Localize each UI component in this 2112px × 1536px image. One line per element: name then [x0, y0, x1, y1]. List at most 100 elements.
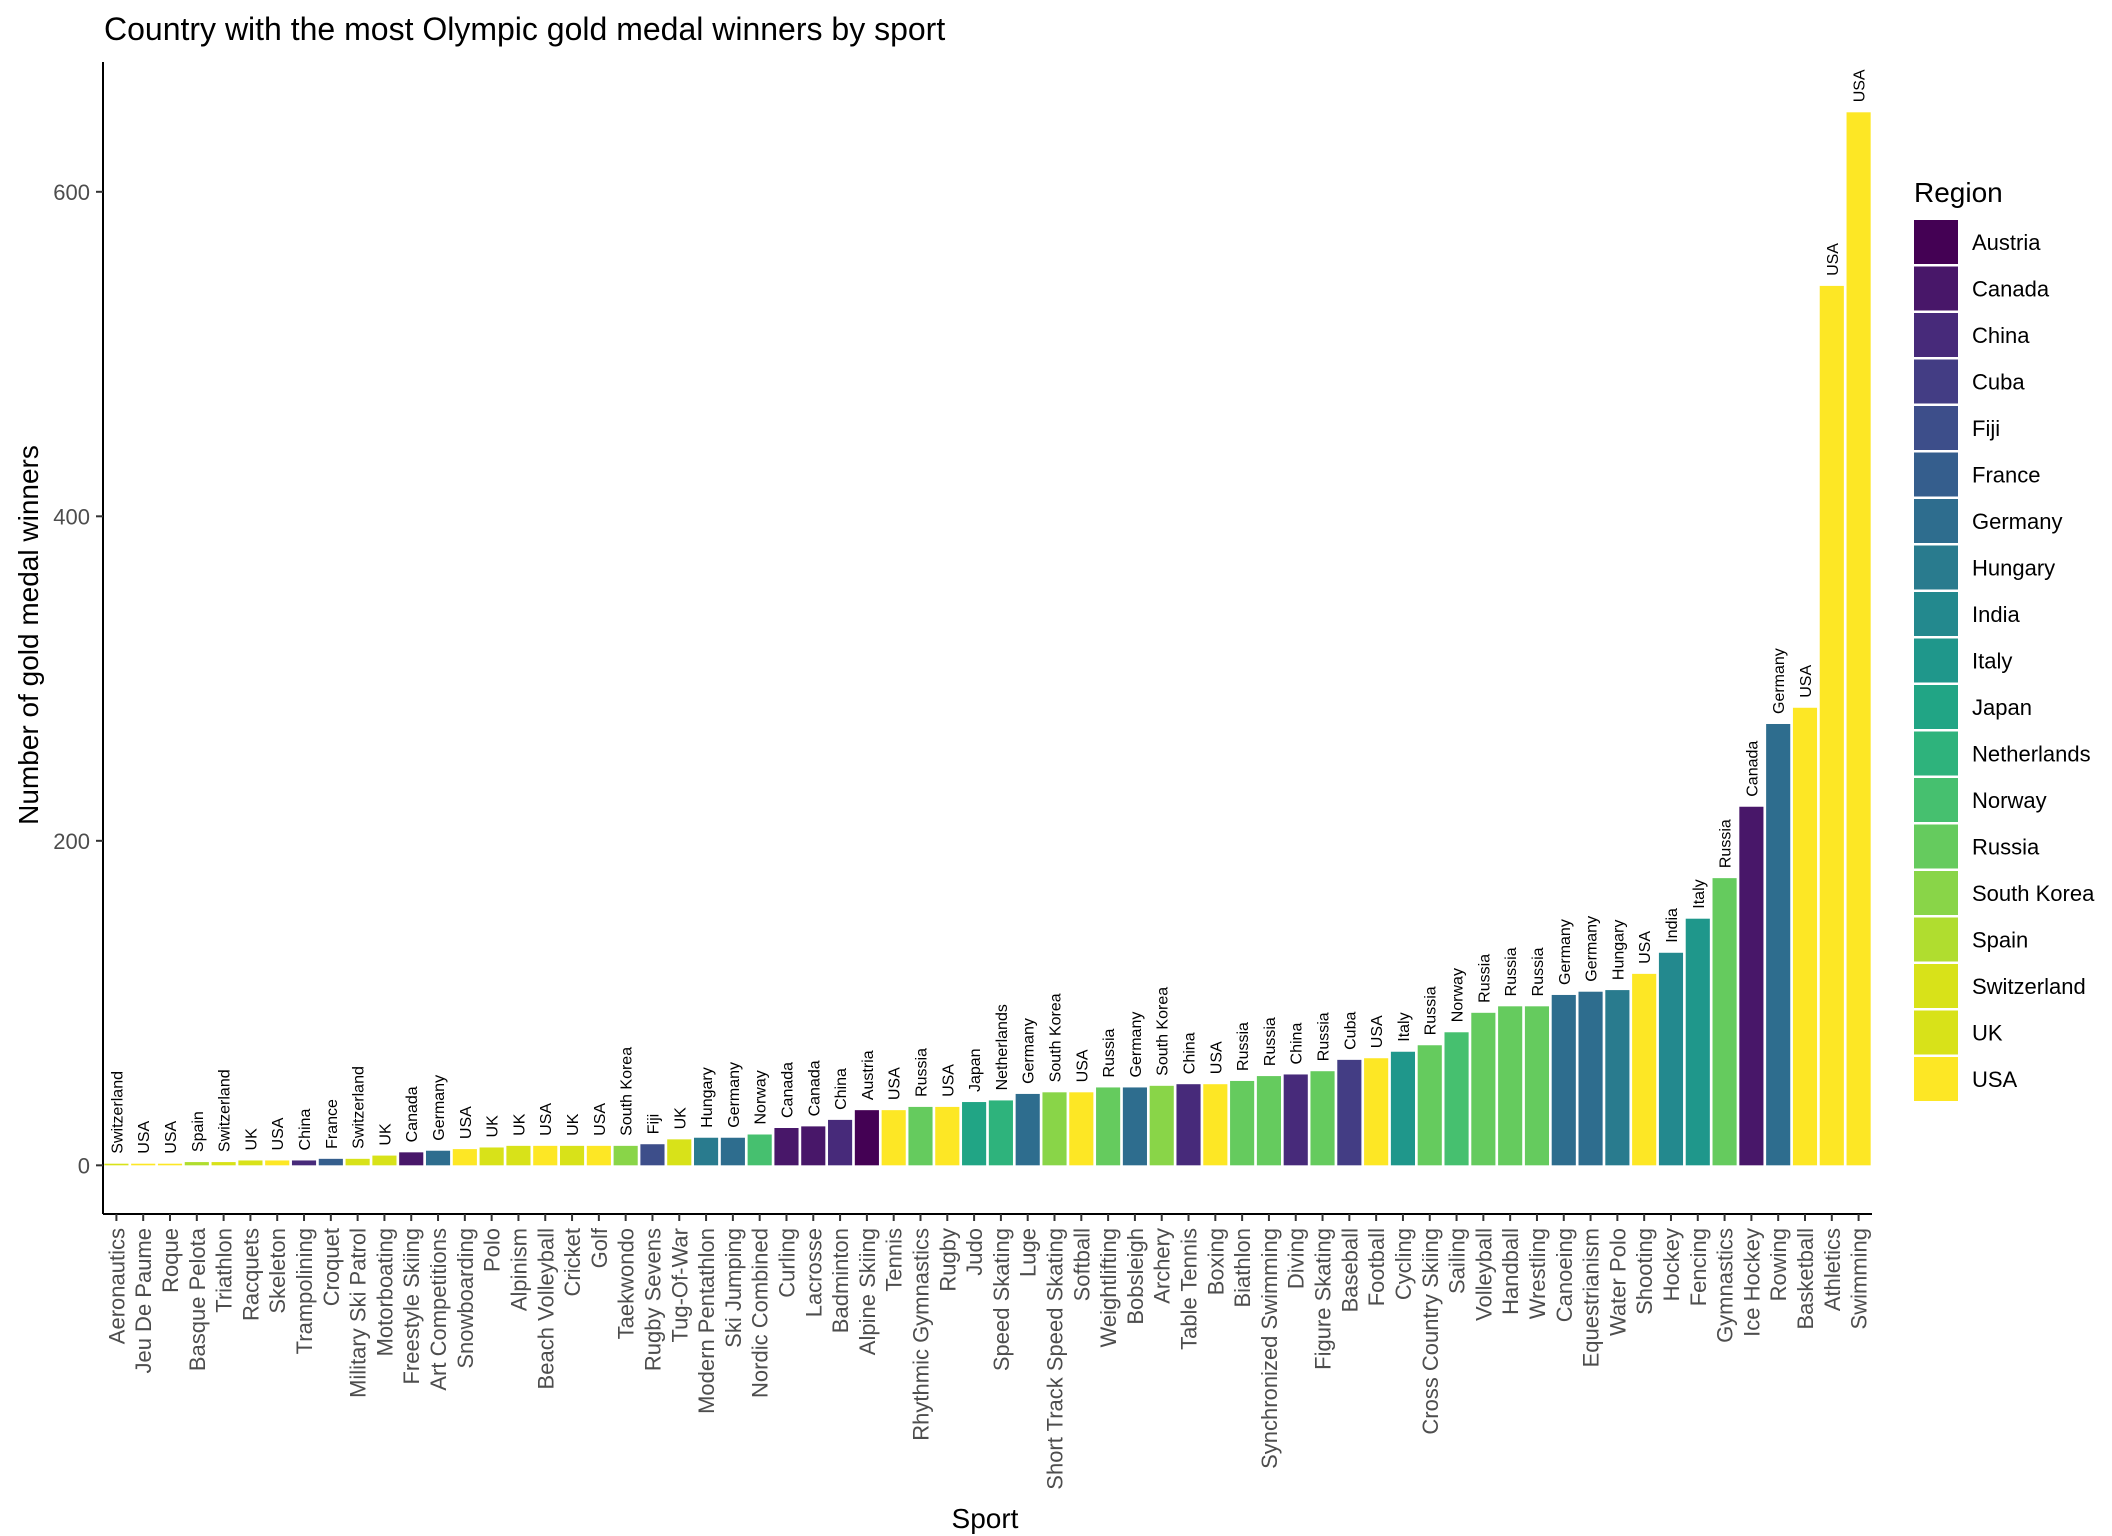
x-tick-label: Gymnastics [1713, 1228, 1738, 1343]
bar [425, 1150, 451, 1166]
x-tick-label: Triathlon [212, 1228, 237, 1313]
bar-region-label: Russia [1316, 1012, 1333, 1061]
legend-swatch [1914, 638, 1958, 683]
x-tick-label: Figure Skating [1311, 1228, 1336, 1370]
bar-region-label: UK [511, 1113, 528, 1136]
x-tick-label: Softball [1069, 1228, 1094, 1301]
bar [1310, 1071, 1335, 1166]
x-tick-label: Synchronized Swimming [1257, 1228, 1282, 1469]
bar-region-label: Russia [1476, 954, 1493, 1003]
bar-region-label: UK [377, 1123, 394, 1146]
bar [828, 1119, 853, 1166]
x-tick-label: Table Tennis [1177, 1228, 1202, 1350]
bar-region-label: China [1182, 1032, 1199, 1074]
legend-label: China [1972, 323, 2030, 348]
bar [1203, 1084, 1228, 1166]
legend-label: Canada [1972, 277, 2050, 302]
bar [291, 1160, 317, 1166]
bar-region-label: Russia [1235, 1022, 1252, 1071]
bar [586, 1145, 611, 1166]
bar [1739, 806, 1764, 1166]
legend-label: Italy [1972, 649, 2012, 674]
bar [1417, 1045, 1442, 1166]
bar-region-label: UK [485, 1115, 502, 1138]
x-tick-label: Golf [587, 1227, 612, 1268]
bar [640, 1144, 665, 1166]
bar [908, 1106, 933, 1166]
bar [854, 1110, 879, 1166]
bar-region-label: USA [1852, 69, 1869, 102]
legend-swatch [1914, 1057, 1958, 1101]
bar [667, 1139, 692, 1166]
bar [1712, 878, 1737, 1166]
x-tick-label: Trampolining [292, 1228, 317, 1354]
x-tick-label: Nordic Combined [748, 1228, 773, 1398]
x-tick-label: Aeronautics [104, 1228, 129, 1344]
bar-region-label: France [324, 1099, 341, 1149]
bar [559, 1145, 585, 1166]
legend-swatch [1914, 1010, 1958, 1055]
x-tick-label: Basque Pelota [185, 1227, 210, 1371]
bar-region-label: Italy [1691, 879, 1708, 908]
x-tick-label: Weightlifting [1096, 1228, 1121, 1347]
bar [1390, 1051, 1416, 1166]
bar-region-label: India [1664, 908, 1681, 943]
bar-region-label: Russia [913, 1048, 930, 1097]
bar-region-label: South Korea [1048, 993, 1065, 1082]
x-tick-label: Curling [774, 1228, 799, 1298]
bar-region-label: Spain [190, 1111, 207, 1152]
x-tick-label: Water Polo [1605, 1228, 1630, 1336]
x-axis-title: Sport [952, 1503, 1019, 1534]
legend-swatch [1914, 545, 1958, 590]
bar-region-label: Hungary [699, 1067, 716, 1127]
bar-region-label: Japan [967, 1048, 984, 1092]
x-tick-label: Bobsleigh [1123, 1228, 1148, 1325]
bar-region-label: South Korea [619, 1047, 636, 1136]
x-tick-label: Archery [1150, 1228, 1175, 1304]
bar [1578, 991, 1603, 1166]
bar-region-label: USA [270, 1117, 287, 1150]
bar-region-label: Norway [1450, 968, 1467, 1022]
bar-region-label: Russia [1718, 819, 1735, 868]
bar-region-label: USA [1074, 1049, 1091, 1082]
bar [1605, 990, 1630, 1166]
bar-region-label: USA [887, 1067, 904, 1100]
bar [506, 1145, 531, 1166]
y-axis: 0 200 400 600 [53, 62, 104, 1214]
bar-region-label: Austria [860, 1050, 877, 1100]
bar-region-label: USA [1825, 243, 1842, 276]
x-tick-label: Judo [962, 1228, 987, 1276]
legend-swatch [1914, 406, 1958, 450]
bar-region-label: Hungary [1610, 920, 1627, 980]
bar-labels-group: Switzerland USA USA Spain Switzerland UK USA Ch… [109, 69, 1868, 1154]
x-tick-label: Handball [1498, 1228, 1523, 1315]
x-tick-label: Racquets [238, 1228, 263, 1321]
legend-swatch [1914, 824, 1958, 869]
bar [962, 1102, 987, 1166]
x-tick-label: Tennis [882, 1228, 907, 1292]
x-tick-label: Canoeing [1552, 1228, 1577, 1322]
bar-region-label: Russia [1423, 986, 1440, 1035]
bar [399, 1152, 424, 1166]
legend: Region Austria Canada China Cuba Fiji France G… [1914, 177, 2095, 1101]
bar [1792, 707, 1818, 1166]
legend-label: France [1972, 463, 2040, 488]
x-tick-label: Sailing [1445, 1228, 1470, 1294]
x-tick-label: Basketball [1793, 1228, 1818, 1330]
legend-title: Region [1914, 177, 2003, 208]
x-tick-label: Athletics [1820, 1228, 1845, 1311]
bar-region-label: Netherlands [994, 1004, 1011, 1090]
bar-region-label: Germany [1771, 648, 1788, 714]
bar-region-label: China [833, 1068, 850, 1110]
bar [988, 1100, 1013, 1166]
x-tick-label: Rowing [1766, 1228, 1791, 1301]
bar [1015, 1093, 1040, 1166]
bar-region-label: Canada [404, 1086, 421, 1142]
chart-title: Country with the most Olympic gold medal… [104, 11, 945, 47]
bar-region-label: Germany [1128, 1012, 1145, 1078]
x-tick-label: Skeleton [265, 1228, 290, 1314]
bar [1819, 285, 1844, 1166]
y-axis-title: Number of gold medal winners [13, 445, 44, 825]
x-axis: Aeronautics Jeu De Paume Roque Basque Pelot… [103, 1213, 1872, 1490]
